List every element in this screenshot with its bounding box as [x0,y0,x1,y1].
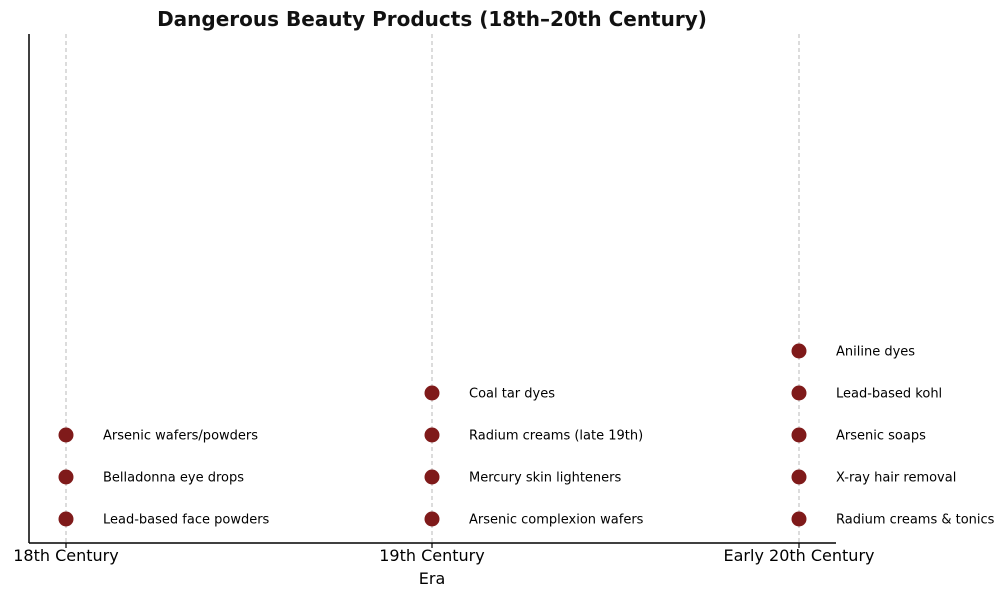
data-label: Lead-based kohl [836,387,942,402]
grid-lines [65,34,800,543]
x-ticks: 18th Century 19th Century Early 20th Centu… [13,543,874,565]
data-label: Arsenic soaps [836,429,926,444]
x-axis-label: Era [419,569,446,588]
data-point [424,427,440,443]
data-point [791,343,807,359]
data-point [791,427,807,443]
data-points: Lead-based face powders Belladonna eye dr… [58,343,995,528]
data-point [791,469,807,485]
data-label: X-ray hair removal [836,471,956,486]
data-point [791,385,807,401]
data-point [58,427,74,443]
data-label: Arsenic wafers/powders [103,429,258,444]
data-point [58,511,74,527]
x-tick-label: 18th Century [13,546,118,565]
data-label: Radium creams & tonics [836,513,995,528]
data-label: Radium creams (late 19th) [469,429,643,444]
data-point [424,385,440,401]
chart-title: Dangerous Beauty Products (18th–20th Cen… [157,7,707,31]
data-label: Lead-based face powders [103,513,270,528]
data-label: Coal tar dyes [469,387,555,402]
data-label: Arsenic complexion wafers [469,513,644,528]
data-label: Belladonna eye drops [103,471,244,486]
data-point [424,511,440,527]
data-label: Aniline dyes [836,345,915,360]
data-point [58,469,74,485]
data-point [791,511,807,527]
data-point [424,469,440,485]
x-tick-label: Early 20th Century [724,546,875,565]
x-tick-label: 19th Century [379,546,484,565]
data-label: Mercury skin lighteners [469,471,622,486]
